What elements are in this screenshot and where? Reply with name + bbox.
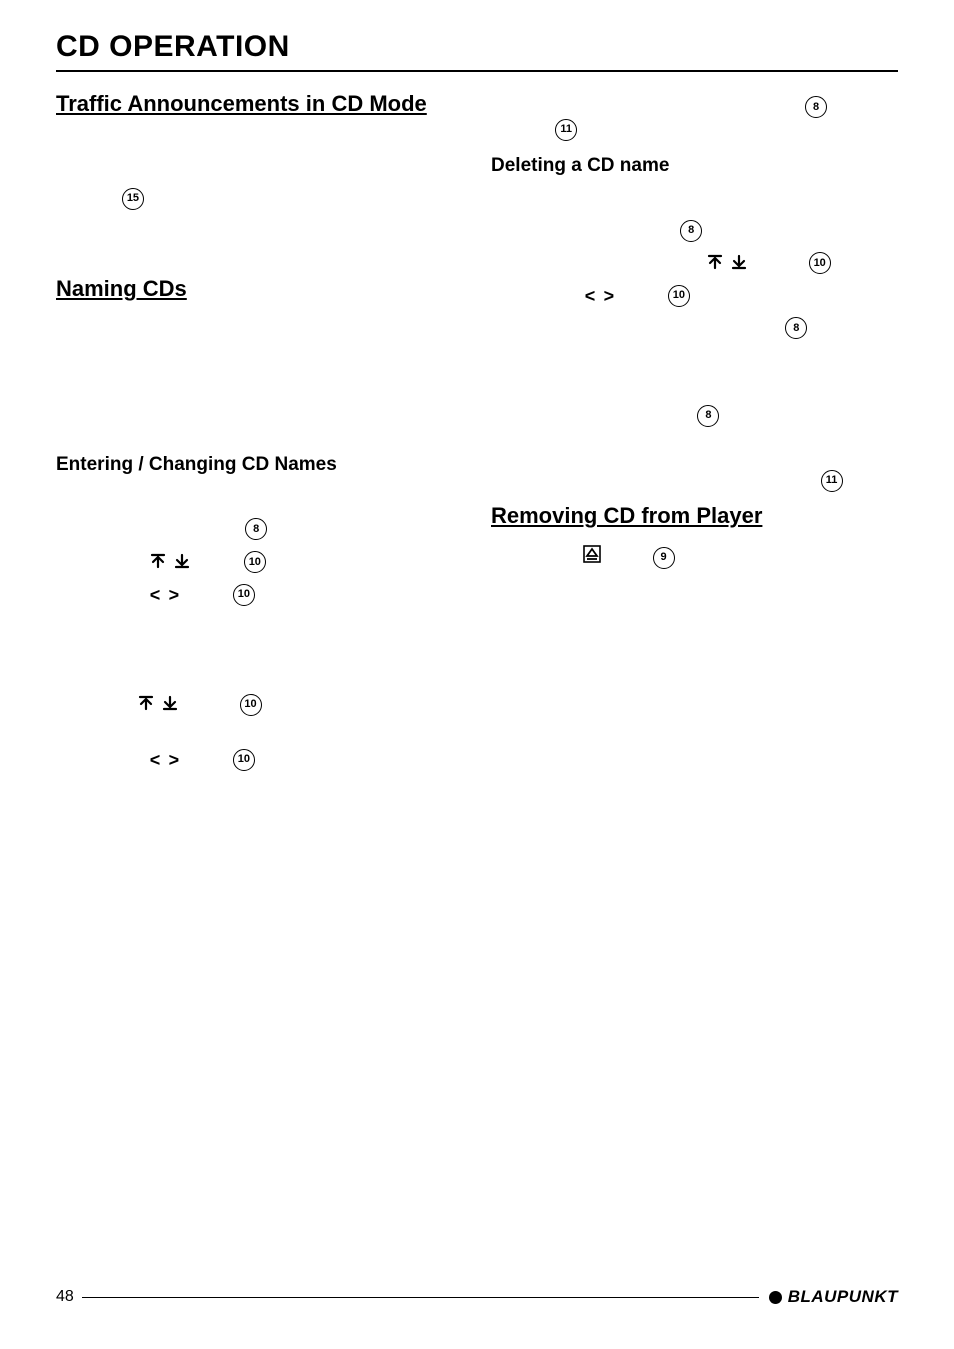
ref-9: 9: [653, 547, 675, 569]
ref-10: 10: [233, 584, 255, 606]
left-b6: ➮ Press the < > button 10 to move the in…: [56, 749, 463, 794]
right-p1: "DELETE NAME" appears in the display.: [491, 372, 898, 394]
t: after you have started playing a CD.: [148, 190, 395, 207]
arrow-left-icon: <: [148, 751, 163, 769]
right-b9: ➮ Remove the CD.: [491, 613, 898, 635]
right-b2: ➮ Press the MENU button 8: [491, 220, 898, 243]
right-b0: ➮ To save the name press the MENU button…: [491, 96, 898, 141]
ref-10: 10: [240, 694, 262, 716]
left-b2: ➮ Press the MENU button 8: [56, 518, 463, 541]
right-column: ➮ To save the name press the MENU button…: [491, 90, 898, 804]
footer: 48 BLAUPUNKT: [56, 1287, 898, 1307]
arrow-up-icon: [705, 254, 725, 273]
ref-11: 11: [821, 470, 843, 492]
heading-removing: Removing CD from Player: [491, 502, 898, 531]
left-p2: "TRAFFIC" will appear in the display whe…: [56, 220, 463, 265]
left-column: Traffic Announcements in CD Mode If you …: [56, 90, 463, 804]
columns: Traffic Announcements in CD Mode If you …: [56, 90, 898, 804]
left-b1: ➮ Play the CD you want to name.: [56, 486, 463, 508]
eject-icon: [583, 545, 601, 570]
right-b7: ➮ To return to the menu, press the ESC b…: [491, 470, 898, 493]
brand-text: BLAUPUNKT: [788, 1287, 898, 1307]
arrow-down-icon: [172, 553, 192, 572]
heading-traffic: Traffic Announcements in CD Mode: [56, 90, 463, 119]
arrow-right-icon: >: [602, 287, 617, 305]
left-p3: To help you keep track of your CDs, your…: [56, 318, 463, 385]
heading-naming: Naming CDs: [56, 275, 463, 304]
right-b6: ➮ Release the MENU button 8: [491, 405, 898, 428]
ref-10: 10: [244, 551, 266, 573]
arrow-right-icon: >: [167, 586, 182, 604]
left-b5: ➮ Use the buttons 10 to select a charact…: [56, 694, 463, 739]
subhead-entering: Entering / Changing CD Names: [56, 454, 463, 476]
right-b1: ➮ Listen to the CD whose name you want t…: [491, 187, 898, 209]
left-p5: You are now in the editing mode. If the …: [56, 616, 463, 683]
left-bullet-traf: ➮ Press 15 after you have started playin…: [56, 188, 463, 211]
right-p3: The CD will eject.: [491, 580, 898, 602]
ref-8: 8: [697, 405, 719, 427]
ref-10: 10: [233, 749, 255, 771]
left-b4: ➮ Press the < > button 10: [56, 584, 463, 607]
footer-rule: [82, 1297, 759, 1298]
ref-8: 8: [680, 220, 702, 242]
subhead-deleting: Deleting a CD name: [491, 155, 898, 177]
left-p4: If you attempt to enter more than 30 nam…: [56, 395, 463, 440]
ref-8: 8: [785, 317, 807, 339]
arrow-right-icon: >: [167, 751, 182, 769]
ref-8: 8: [805, 96, 827, 118]
title-rule: [56, 70, 898, 72]
ref-8: 8: [245, 518, 267, 540]
t: Press: [78, 190, 122, 207]
brand: BLAUPUNKT: [769, 1287, 898, 1307]
left-p1a: If you wish to receive traffic announcem…: [56, 133, 463, 178]
ref-11: 11: [555, 119, 577, 141]
left-b3: ➮ Press the button 10 to select "CD NAME…: [56, 551, 463, 574]
arrow-up-icon: [136, 695, 156, 714]
right-b3: ➮ Select "CD NAME" with the buttons 10: [491, 252, 898, 275]
arrow-left-icon: <: [583, 287, 598, 305]
arrow-down-icon: [729, 254, 749, 273]
arrow-up-icon: [148, 553, 168, 572]
page-title: CD OPERATION: [56, 30, 898, 64]
right-b4: ➮ Press the < > button 10: [491, 285, 898, 308]
right-b5: ➮ Press and hold down the MENU button 8 …: [491, 317, 898, 362]
right-p2: The CD name has now been deleted.: [491, 437, 898, 459]
ref-10: 10: [809, 252, 831, 274]
brand-dot-icon: [769, 1291, 782, 1304]
ref-10: 10: [668, 285, 690, 307]
page-number: 48: [56, 1288, 74, 1306]
arrow-left-icon: <: [148, 586, 163, 604]
right-b8: ➮ Press the button 9 next to the CD slot…: [491, 545, 898, 570]
ref-15: 15: [122, 188, 144, 210]
arrow-down-icon: [160, 695, 180, 714]
